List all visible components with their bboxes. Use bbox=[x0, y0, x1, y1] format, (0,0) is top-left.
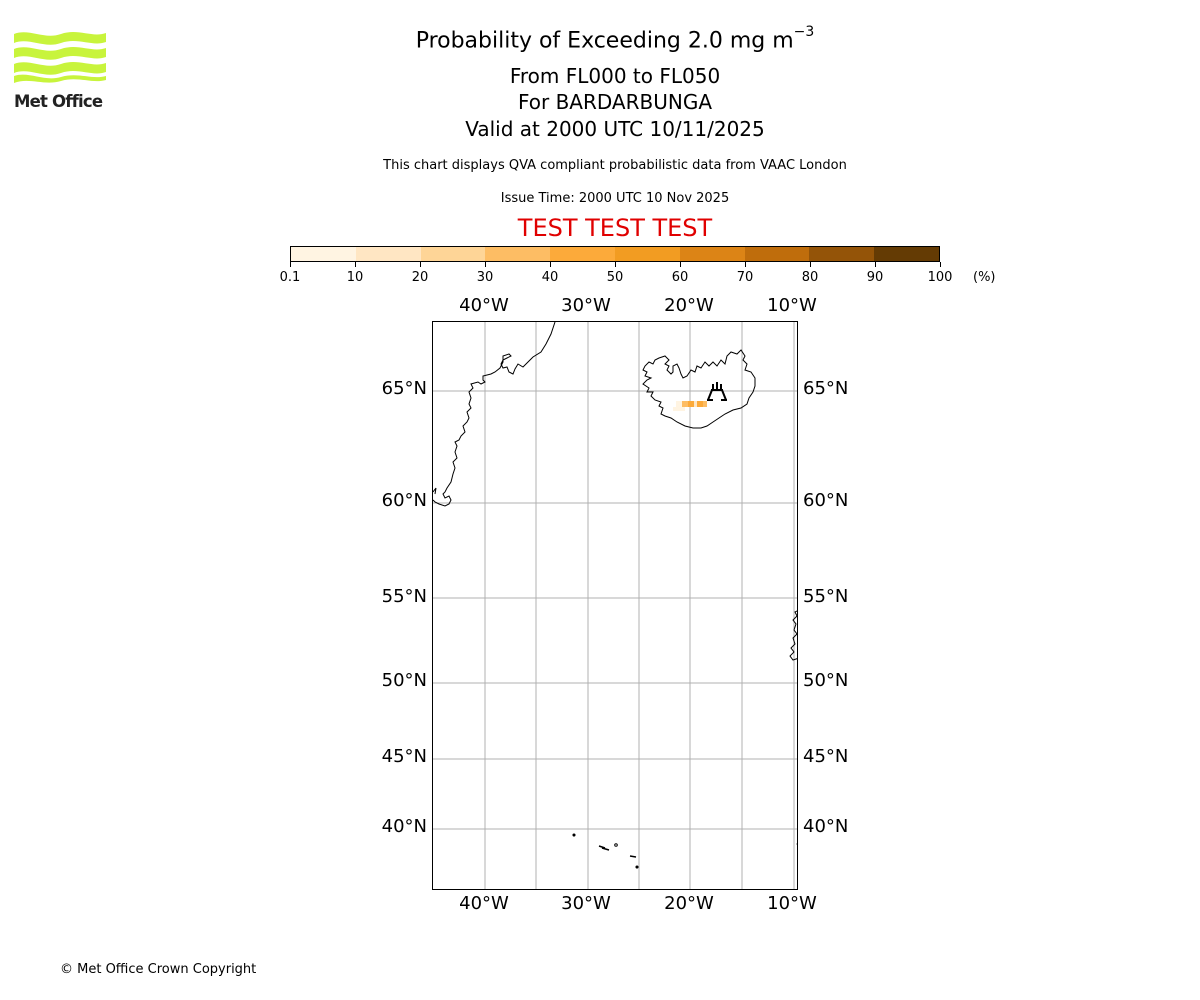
colorbar-segment bbox=[355, 247, 421, 261]
colorbar-tick-label: 90 bbox=[866, 270, 884, 285]
ash-plume bbox=[673, 401, 707, 411]
ireland-coastline bbox=[789, 610, 797, 661]
lat-label-left-65n: 65°N bbox=[381, 378, 427, 399]
colorbar-segment bbox=[679, 247, 745, 261]
lon-label-top-20w: 20°W bbox=[664, 295, 714, 316]
colorbar-segment bbox=[291, 247, 356, 261]
colorbar-tick-label: 60 bbox=[671, 270, 689, 285]
title-superscript: −3 bbox=[793, 24, 815, 40]
map-panel bbox=[432, 321, 798, 890]
colorbar-tick-label: 80 bbox=[801, 270, 819, 285]
colorbar-tick-label: 0.1 bbox=[279, 270, 301, 285]
met-office-logo: Met Office bbox=[14, 30, 108, 112]
colorbar-tick-label: 40 bbox=[541, 270, 559, 285]
greenland-coast-fragment bbox=[433, 487, 437, 495]
colorbar-segment bbox=[744, 247, 810, 261]
lon-label-bottom-20w: 20°W bbox=[664, 893, 714, 914]
greenland-coastline bbox=[433, 322, 556, 507]
lat-label-right-50n: 50°N bbox=[803, 670, 849, 691]
colorbar-segment bbox=[809, 247, 875, 261]
colorbar-segment bbox=[614, 247, 680, 261]
lat-label-left-50n: 50°N bbox=[381, 670, 427, 691]
colorbar-tick bbox=[354, 262, 356, 267]
chart-title: Probability of Exceeding 2.0 mg m−3 bbox=[0, 24, 1200, 54]
chart-description: This chart displays QVA compliant probab… bbox=[383, 158, 847, 173]
title-main: Probability of Exceeding 2.0 mg m bbox=[415, 28, 794, 54]
lat-label-left-45n: 45°N bbox=[381, 746, 427, 767]
colorbar-tick-label: 70 bbox=[736, 270, 754, 285]
logo-text: Met Office bbox=[14, 92, 103, 111]
map-canvas bbox=[433, 322, 797, 889]
lon-label-bottom-40w: 40°W bbox=[459, 893, 509, 914]
colorbar-tick-label: 10 bbox=[346, 270, 364, 285]
colorbar-unit: (%) bbox=[973, 270, 996, 285]
colorbar bbox=[290, 246, 940, 262]
colorbar-tick bbox=[289, 262, 291, 267]
lat-label-right-40n: 40°N bbox=[803, 816, 849, 837]
colorbar-tick bbox=[939, 262, 941, 267]
lat-label-left-60n: 60°N bbox=[381, 490, 427, 511]
colorbar-segment bbox=[550, 247, 615, 261]
test-banner: TEST TEST TEST bbox=[517, 214, 713, 242]
lon-label-top-30w: 30°W bbox=[561, 295, 611, 316]
issue-time: Issue Time: 2000 UTC 10 Nov 2025 bbox=[500, 191, 730, 206]
colorbar-tick bbox=[874, 262, 876, 267]
lat-label-right-45n: 45°N bbox=[803, 746, 849, 767]
lat-label-left-40n: 40°N bbox=[381, 816, 427, 837]
colorbar-tick bbox=[419, 262, 421, 267]
colorbar-tick bbox=[809, 262, 811, 267]
lat-label-right-65n: 65°N bbox=[803, 378, 849, 399]
colorbar-tick-label: 50 bbox=[606, 270, 624, 285]
lon-label-bottom-30w: 30°W bbox=[561, 893, 611, 914]
colorbar-tick bbox=[484, 262, 486, 267]
lat-label-right-60n: 60°N bbox=[803, 490, 849, 511]
graticule bbox=[433, 322, 797, 889]
lon-label-top-10w: 10°W bbox=[767, 295, 817, 316]
lat-label-left-55n: 55°N bbox=[381, 586, 427, 607]
volcano-name: For BARDARBUNGA bbox=[517, 90, 713, 114]
valid-time: Valid at 2000 UTC 10/11/2025 bbox=[465, 117, 765, 141]
lon-label-bottom-10w: 10°W bbox=[767, 893, 817, 914]
copyright-notice: © Met Office Crown Copyright bbox=[60, 962, 257, 977]
colorbar-tick bbox=[549, 262, 551, 267]
colorbar-segment bbox=[485, 247, 551, 261]
colorbar-segment bbox=[874, 247, 939, 261]
volcano-icon bbox=[707, 382, 727, 401]
colorbar-tick-label: 20 bbox=[411, 270, 429, 285]
iceland-coastline bbox=[642, 349, 756, 429]
colorbar-tick bbox=[744, 262, 746, 267]
flight-level-range: From FL000 to FL050 bbox=[509, 64, 721, 88]
lat-label-right-55n: 55°N bbox=[803, 586, 849, 607]
met-office-waves-icon bbox=[14, 32, 106, 83]
colorbar-tick-label: 100 bbox=[927, 270, 953, 285]
colorbar-tick-label: 30 bbox=[476, 270, 494, 285]
azores-islands bbox=[572, 833, 797, 869]
colorbar-tick bbox=[614, 262, 616, 267]
colorbar-tick bbox=[679, 262, 681, 267]
lon-label-top-40w: 40°W bbox=[459, 295, 509, 316]
colorbar-segment bbox=[420, 247, 486, 261]
